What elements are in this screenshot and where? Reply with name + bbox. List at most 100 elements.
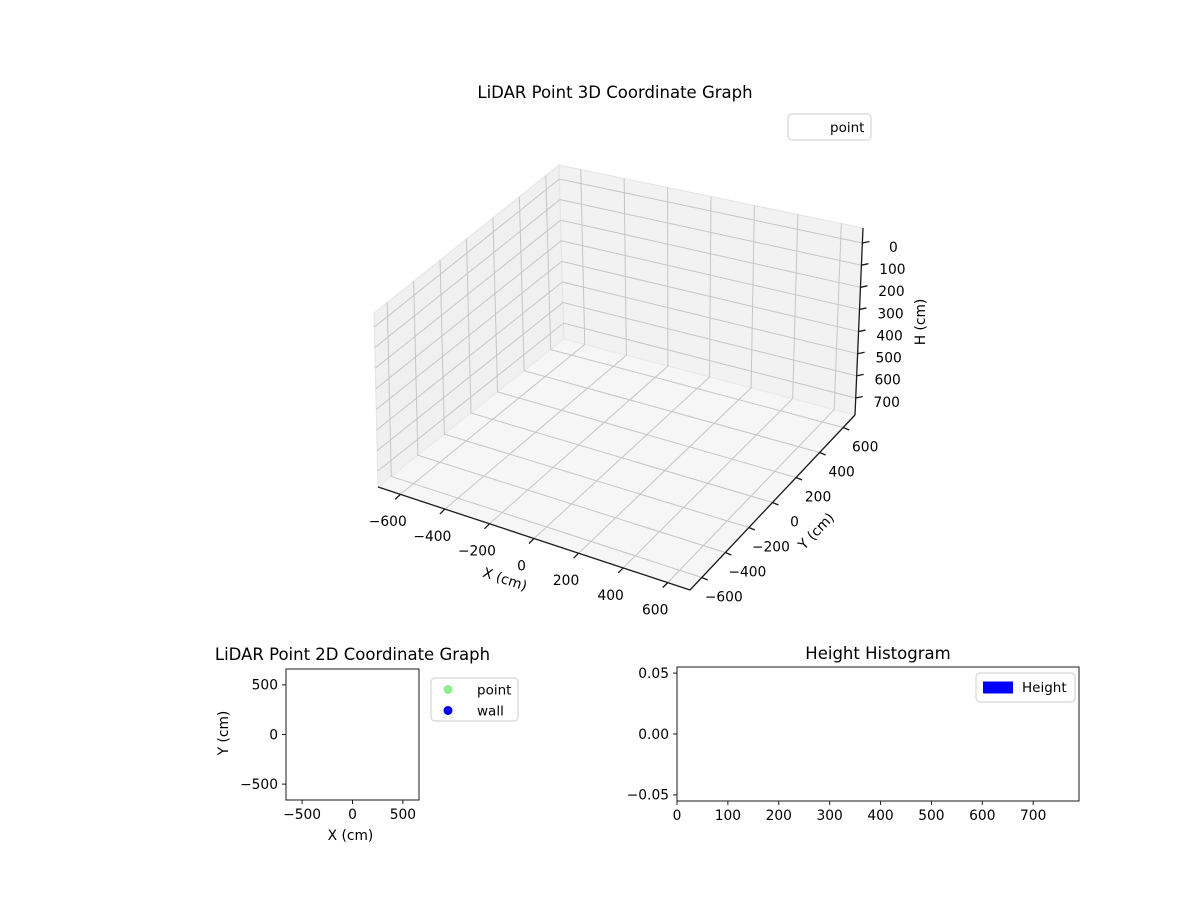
grid-line-z [376, 281, 858, 431]
plot3d-z-tick-label: 100 [879, 262, 905, 278]
plot3d-y-tick-mark [819, 451, 826, 456]
plot3d-x-tick-mark [528, 538, 535, 544]
plot3d-x-tick-label: 0 [517, 558, 526, 574]
grid-line-y [518, 196, 820, 453]
z-axis-spine [854, 227, 864, 416]
histogram-legend: Height [975, 672, 1076, 703]
grid-line-z [374, 219, 861, 369]
histogram-ticks: 0 100 200 300 400 500 600 700 0.05 0.00 −0.05 [627, 666, 1047, 824]
plot3d-z-tick-mark [856, 373, 864, 377]
plot3d-y-tick-label: −600 [705, 589, 743, 605]
grid-line-y [386, 302, 702, 578]
y-tick-label: −0.05 [627, 788, 669, 804]
plot3d-y-tick-mark [725, 551, 732, 556]
plot3d-legend-frame [787, 113, 872, 141]
grid-line-z [375, 240, 860, 390]
y-tick-label: 500 [252, 678, 278, 694]
plot3d-z-tick-label: 500 [875, 351, 901, 367]
y-tick-label: 0.00 [638, 727, 669, 743]
plot3d-y-tick-mark [748, 526, 756, 531]
plot3d-x-tick-mark [483, 523, 490, 530]
grid-line-y [413, 281, 726, 553]
grid-line-x [533, 196, 712, 539]
point-marker-icon [443, 685, 453, 694]
grid-line-y [545, 175, 844, 428]
plot2d-yaxis-label: Y (cm) [216, 711, 232, 757]
plot3d-zaxis-label-group: H (cm) [913, 299, 929, 346]
plot3d-z-tick-mark [859, 307, 867, 311]
plot3d-z-tick-mark [861, 263, 869, 266]
plot3d-zaxis-label: H (cm) [913, 299, 929, 346]
plot3d-x-tick-mark [439, 508, 446, 515]
grid-line-z [377, 322, 856, 472]
plot2d-legend-point-label: point [477, 683, 511, 699]
height-patch-icon [983, 681, 1013, 694]
y-tick-label: −500 [240, 777, 278, 793]
histogram-legend-frame [975, 672, 1076, 703]
plot3d-axes: −600−400−2000200400600−600−400−200020040… [369, 227, 906, 618]
plot3d-x-tick-label: 600 [642, 602, 668, 618]
plot3d-x-tick-label: 200 [553, 573, 579, 589]
grid-line-x [489, 187, 669, 525]
histogram-title: Height Histogram [805, 644, 950, 663]
plot2d-xaxis-label: X (cm) [328, 828, 374, 844]
plot3d-z-tick-mark [857, 351, 865, 355]
plot3d-legend-point-label: point [830, 120, 864, 136]
grid-line-z [375, 260, 859, 410]
plot3d-x-tick-mark [662, 582, 669, 589]
y-tick-label: 0 [269, 727, 278, 743]
histogram-legend-height-label: Height [1022, 680, 1067, 696]
plot3d-x-tick-label: −400 [413, 529, 451, 545]
x-tick-label: 0 [673, 808, 682, 824]
plot3d-y-tick-label: 0 [790, 514, 799, 530]
grid-line-x [444, 178, 627, 510]
grid-line-z [374, 199, 862, 348]
plot3d-legend: point [787, 113, 872, 141]
plot3d-z-tick-label: 0 [889, 240, 898, 256]
plot3d-y-tick-mark [795, 476, 803, 481]
plot3d-z-tick-mark [858, 329, 866, 333]
grid-line-x [578, 205, 755, 554]
plot3d-z-tick-label: 600 [875, 373, 901, 389]
plot3d-x-tick-label: 400 [597, 588, 623, 604]
plot3d-y-tick-label: −400 [728, 564, 766, 580]
x-tick-label: 200 [766, 808, 792, 824]
wall-marker-icon [443, 706, 453, 715]
plot3d-x-tick-label: −200 [458, 544, 496, 560]
x-tick-label: 600 [969, 808, 995, 824]
plot3d-y-tick-label: 200 [805, 489, 831, 505]
plot3d-y-tick-mark [772, 501, 779, 506]
x-tick-label: 500 [390, 807, 416, 823]
plot2d-legend-frame [430, 677, 519, 722]
plot2d-legend-wall-label: wall [477, 704, 504, 720]
grid-line-z [376, 302, 857, 451]
x-tick-label: 0 [348, 807, 357, 823]
x-tick-label: 500 [918, 808, 944, 824]
plot3d-title: LiDAR Point 3D Coordinate Graph [477, 83, 752, 102]
plot2d-ticks: −500 0 500 500 0 −500 [240, 678, 416, 823]
plot3d-z-tick-label: 200 [878, 284, 904, 300]
plot3d-z-tick-label: 400 [876, 328, 902, 344]
plot2d-legend: point wall [430, 677, 519, 722]
grid-line-x [667, 223, 842, 583]
grid-line-z [374, 178, 863, 328]
grid-line-y [492, 217, 797, 478]
plot3d-z-tick-mark [860, 285, 868, 288]
plot3d-x-tick-mark [617, 567, 624, 574]
plot2d-title: LiDAR Point 2D Coordinate Graph [215, 645, 490, 664]
grid-line-y [439, 260, 750, 528]
plot3d-y-tick-mark [701, 576, 709, 581]
plot3d-z-tick-label: 700 [874, 395, 900, 411]
plot2d-yaxis-label-group: Y (cm) [216, 711, 232, 757]
plot3d-y-tick-label: 600 [852, 439, 878, 455]
x-tick-label: 700 [1020, 808, 1046, 824]
plot3d-x-tick-mark [573, 552, 580, 559]
plot3d-y-tick-label: 400 [828, 464, 854, 480]
plot3d-gridlines [374, 169, 863, 583]
x-tick-label: −500 [283, 807, 321, 823]
plot3d-z-tick-label: 300 [877, 306, 903, 322]
y-tick-label: 0.05 [638, 666, 669, 682]
plot3d-x-tick-mark [394, 493, 401, 500]
